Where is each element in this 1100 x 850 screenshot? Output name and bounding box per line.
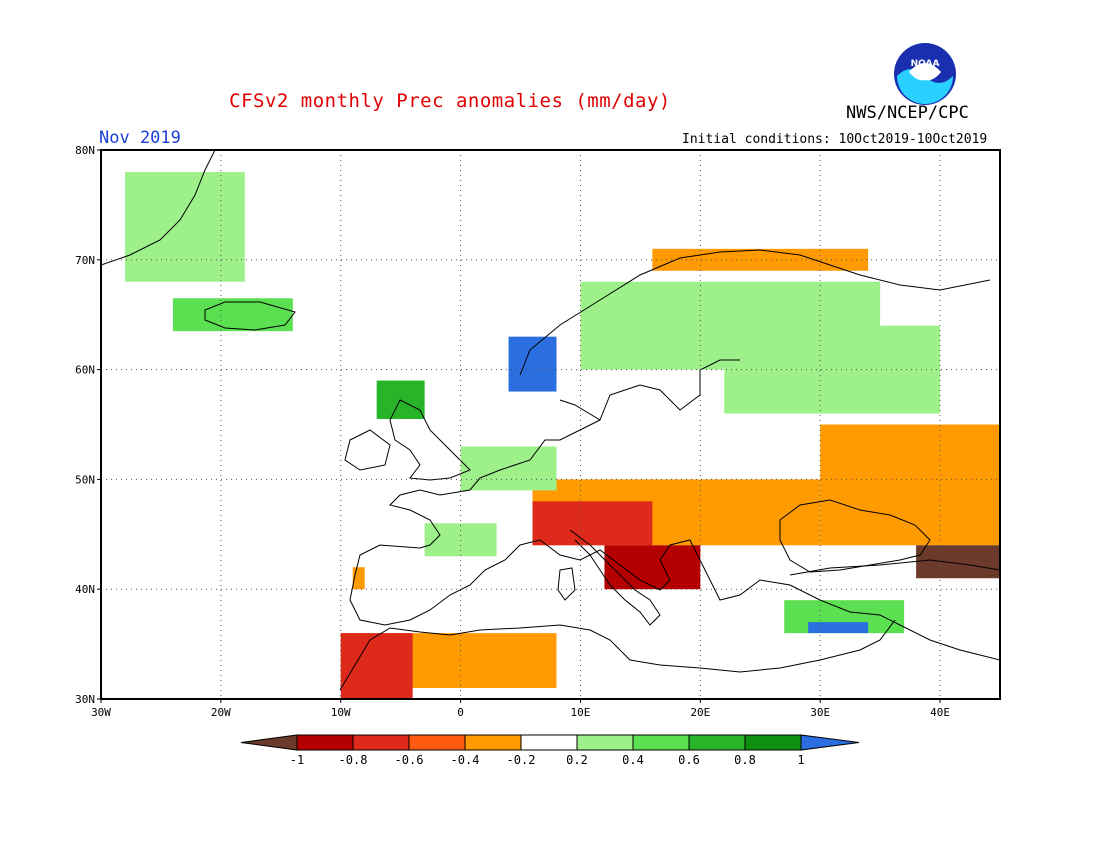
colorbar-label: 0.2 [566, 753, 588, 767]
colorbar-bin [352, 734, 410, 751]
colorbar-end-low [240, 734, 298, 751]
coastline-sardinia [557, 567, 576, 601]
anomaly-region-caucasus-dry [916, 545, 1000, 579]
anomaly-regions [124, 171, 1000, 699]
coastline-north-africa [339, 619, 896, 691]
colorbar-label: -0.2 [507, 753, 536, 767]
lat-label-70N: 70N [75, 254, 95, 267]
colorbar-label: -0.6 [395, 753, 424, 767]
anomaly-region-nordkapp-dry [652, 248, 869, 271]
colorbar-bin [632, 734, 690, 751]
lat-label-40N: 40N [75, 583, 95, 596]
map-frame [100, 149, 1001, 700]
initial-conditions: Initial conditions: 10Oct2019-10Oct2019 [682, 132, 988, 147]
colorbar-label: -0.8 [339, 753, 368, 767]
anomaly-region-morocco-dry [340, 633, 413, 699]
plot-title: CFSv2 monthly Prec anomalies (mm/day) [229, 90, 671, 112]
lon-label-40E: 40E [930, 706, 950, 719]
colorbar-label: 0.8 [734, 753, 756, 767]
colorbar-bin [744, 734, 802, 751]
coastline-britain [389, 399, 471, 481]
lat-label-60N: 60N [75, 364, 95, 377]
colorbar-label: 0.6 [678, 753, 700, 767]
lat-label-80N: 80N [75, 144, 95, 157]
noaa-logo-text: NOAA [911, 59, 940, 69]
colorbar-bin [688, 734, 746, 751]
coastline-greenland [101, 150, 216, 266]
lat-label-30N: 30N [75, 693, 95, 706]
lon-label-20W: 20W [211, 706, 231, 719]
coastline-turkey [789, 559, 1000, 576]
longitude-labels: 30W 20W 10W 0 10E 20E 30E 40E [91, 706, 950, 719]
colorbar-bin [464, 734, 522, 751]
lon-label-20E: 20E [690, 706, 710, 719]
lat-label-50N: 50N [75, 473, 95, 486]
anomaly-region-benelux-wet [460, 446, 557, 491]
colorbar-bin [296, 734, 354, 751]
latitude-labels: 30N 40N 50N 60N 70N 80N [75, 144, 95, 706]
colorbar-label: 1 [797, 753, 804, 767]
anomaly-region-finland-russia [724, 325, 941, 414]
colorbar-label: -1 [290, 753, 304, 767]
colorbar-label: -0.4 [451, 753, 480, 767]
coastline-black-sea [779, 499, 931, 573]
lon-label-0: 0 [457, 706, 464, 719]
forecast-month: Nov 2019 [99, 128, 181, 148]
anomaly-region-iberia-east-dry [352, 567, 365, 590]
anomaly-region-iceland [172, 298, 293, 332]
coastline-ireland [344, 429, 391, 471]
anomaly-region-cyprus-wet [808, 622, 869, 634]
colorbar-end-high [800, 734, 860, 751]
lon-label-30W: 30W [91, 706, 111, 719]
coastline-scandinavia [519, 249, 991, 421]
anomaly-region-adriatic-dry [604, 545, 701, 590]
colorbar-bin [576, 734, 634, 751]
agency-label: NWS/NCEP/CPC [846, 103, 969, 123]
colorbar: -1 -0.8 -0.6 -0.4 -0.2 0.2 0.4 0.6 0.8 1 [240, 734, 860, 767]
noaa-logo: NOAA [894, 43, 956, 105]
anomaly-region-ukraine-russia-dry [820, 424, 1000, 546]
coastline-italy [569, 529, 661, 626]
colorbar-label: 0.4 [622, 753, 644, 767]
colorbar-bin [408, 734, 466, 751]
anomaly-region-greenland-east [124, 171, 245, 282]
anomaly-region-alps-dry [532, 501, 653, 546]
lon-label-10W: 10W [331, 706, 351, 719]
anomaly-region-norway-coast-wet [508, 336, 557, 392]
colorbar-bin [520, 734, 578, 751]
lon-label-30E: 30E [810, 706, 830, 719]
coastline-iceland [204, 301, 296, 331]
lon-label-10E: 10E [571, 706, 591, 719]
